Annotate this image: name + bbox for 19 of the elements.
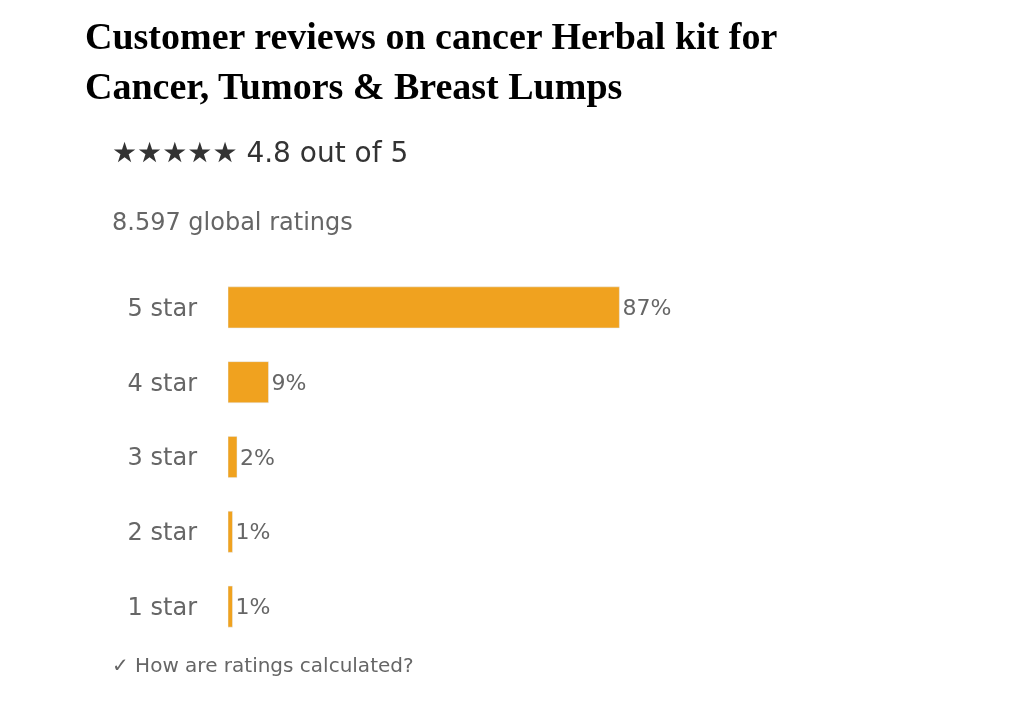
data-label: 2% (240, 444, 275, 470)
chart-title: Customer reviews on cancer Herbal kit for Cancer, Tumors & Breast Lumps (84, 15, 778, 107)
text: ✓ How are ratings calculated? (112, 653, 414, 677)
data-label: 87% (622, 294, 672, 320)
chart-subtitle: ★★★★★ 4.8 out of 5 (112, 136, 409, 169)
y-tick-label: 1 star (127, 593, 198, 621)
bar (228, 361, 269, 404)
bar (228, 585, 233, 628)
data-label: 1% (235, 519, 271, 545)
y-tick-label: 3 star (127, 443, 198, 472)
data-label: 1% (235, 594, 271, 620)
bar (228, 436, 238, 478)
bar (228, 286, 620, 329)
y-tick-label: 5 star (127, 293, 198, 322)
text: 8.597 global ratings (112, 208, 353, 236)
y-tick-label: 2 star (127, 518, 198, 547)
data-label: 9% (271, 369, 307, 395)
bar (228, 510, 233, 553)
y-tick-label: 4 star (127, 368, 198, 397)
